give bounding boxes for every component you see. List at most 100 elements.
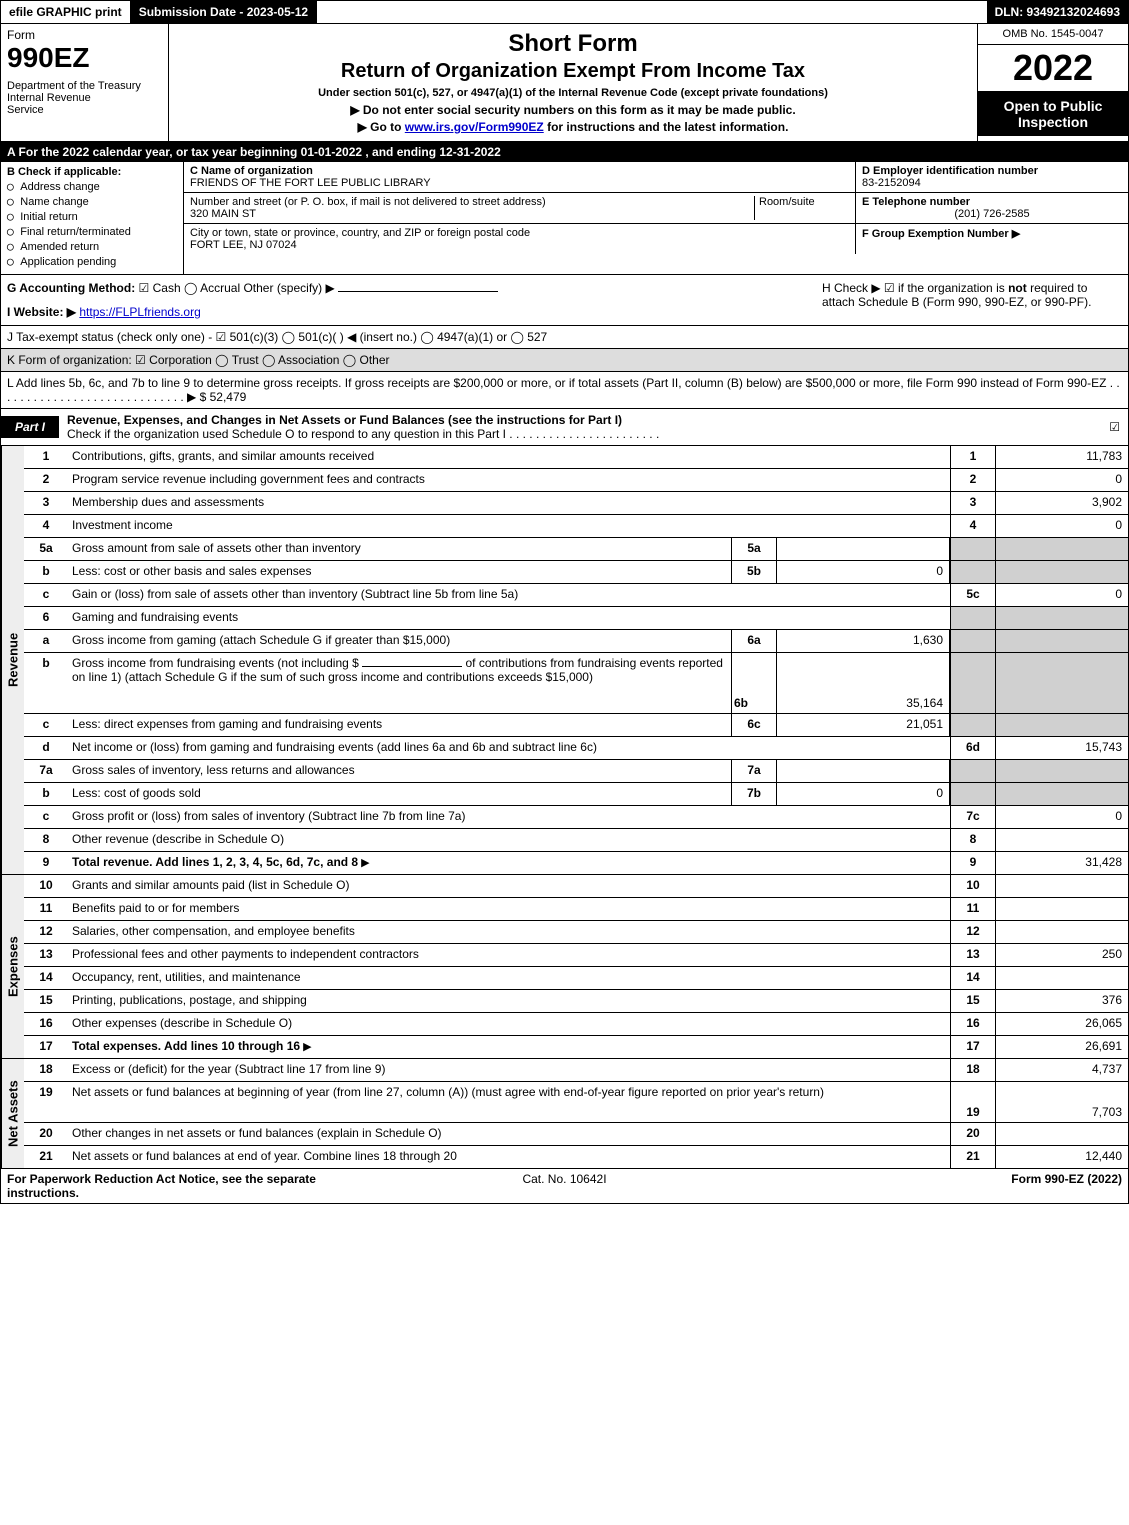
revenue-section: Revenue 1Contributions, gifts, grants, a… <box>0 446 1129 875</box>
ein-value: 83-2152094 <box>862 177 1122 189</box>
chk-pending[interactable]: ◯ Application pending <box>7 255 177 268</box>
row-g-h: G Accounting Method: ☑ Cash ◯ Accrual Ot… <box>0 275 1129 326</box>
form-number: 990EZ <box>7 42 162 74</box>
row-l-gross-receipts: L Add lines 5b, 6c, and 7b to line 9 to … <box>0 372 1129 409</box>
telephone-value: (201) 726-2585 <box>862 208 1122 220</box>
row-h-schedule-b: H Check ▶ ☑ if the organization is not r… <box>812 281 1122 319</box>
line-6b: bGross income from fundraising events (n… <box>24 653 1128 714</box>
part-1-header: Part I Revenue, Expenses, and Changes in… <box>0 409 1129 446</box>
line-18: 18Excess or (deficit) for the year (Subt… <box>24 1059 1128 1082</box>
chk-initial-return[interactable]: ◯ Initial return <box>7 210 177 223</box>
chk-address-change[interactable]: ◯ Address change <box>7 180 177 193</box>
street-value: 320 MAIN ST <box>190 208 754 220</box>
city-cell: City or town, state or province, country… <box>184 224 856 254</box>
room-label: Room/suite <box>754 196 849 220</box>
line-16: 16Other expenses (describe in Schedule O… <box>24 1013 1128 1036</box>
form-header: Form 990EZ Department of the Treasury In… <box>0 24 1129 142</box>
row-k-form-org: K Form of organization: ☑ Corporation ◯ … <box>0 349 1129 372</box>
row-a-tax-year: A For the 2022 calendar year, or tax yea… <box>0 142 1129 162</box>
expenses-side-label: Expenses <box>1 875 24 1058</box>
irs-link[interactable]: www.irs.gov/Form990EZ <box>405 120 544 134</box>
line-5a: 5aGross amount from sale of assets other… <box>24 538 1128 561</box>
column-b: B Check if applicable: ◯ Address change … <box>1 162 184 274</box>
department-label: Department of the Treasury Internal Reve… <box>7 80 162 116</box>
line-6c: cLess: direct expenses from gaming and f… <box>24 714 1128 737</box>
instr2-post: for instructions and the latest informat… <box>547 120 788 134</box>
columns-c-to-f: C Name of organization FRIENDS OF THE FO… <box>184 162 1128 274</box>
street-label: Number and street (or P. O. box, if mail… <box>190 196 754 208</box>
h-pre: H Check ▶ ☑ if the organization is <box>822 281 1008 295</box>
line-11: 11Benefits paid to or for members11 <box>24 898 1128 921</box>
page-footer: For Paperwork Reduction Act Notice, see … <box>0 1169 1129 1204</box>
g-cash[interactable]: ☑ Cash <box>139 281 181 295</box>
org-name-value: FRIENDS OF THE FORT LEE PUBLIC LIBRARY <box>190 177 849 189</box>
ein-label: D Employer identification number <box>862 165 1122 177</box>
section-b-to-f: B Check if applicable: ◯ Address change … <box>0 162 1129 275</box>
line-9: 9Total revenue. Add lines 1, 2, 3, 4, 5c… <box>24 852 1128 874</box>
group-exemption-label: F Group Exemption Number ▶ <box>862 227 1122 240</box>
line-17: 17Total expenses. Add lines 10 through 1… <box>24 1036 1128 1058</box>
city-value: FORT LEE, NJ 07024 <box>190 239 849 251</box>
form-label: Form <box>7 28 162 42</box>
open-public-badge: Open to Public Inspection <box>978 92 1128 136</box>
part-1-subtitle: Check if the organization used Schedule … <box>67 427 659 441</box>
website-link[interactable]: https://FLPLfriends.org <box>79 305 200 319</box>
street-cell: Number and street (or P. O. box, if mail… <box>184 193 856 223</box>
line-20: 20Other changes in net assets or fund ba… <box>24 1123 1128 1146</box>
chk-amended[interactable]: ◯ Amended return <box>7 240 177 253</box>
instruction-1: ▶ Do not enter social security numbers o… <box>175 103 971 117</box>
line-6d: dNet income or (loss) from gaming and fu… <box>24 737 1128 760</box>
line-2: 2Program service revenue including gover… <box>24 469 1128 492</box>
chk-name-change[interactable]: ◯ Name change <box>7 195 177 208</box>
footer-left: For Paperwork Reduction Act Notice, see … <box>7 1172 379 1200</box>
top-bar: efile GRAPHIC print Submission Date - 20… <box>0 0 1129 24</box>
g-label: G Accounting Method: <box>7 281 135 295</box>
net-assets-section: Net Assets 18Excess or (deficit) for the… <box>0 1059 1129 1169</box>
topbar-spacer <box>317 1 986 23</box>
line-21: 21Net assets or fund balances at end of … <box>24 1146 1128 1168</box>
part-1-tag: Part I <box>1 416 59 438</box>
line-19: 19Net assets or fund balances at beginni… <box>24 1082 1128 1123</box>
submission-date: Submission Date - 2023-05-12 <box>131 1 317 23</box>
row-j-tax-exempt: J Tax-exempt status (check only one) - ☑… <box>0 326 1129 349</box>
title-return: Return of Organization Exempt From Incom… <box>175 60 971 83</box>
group-exemption-cell: F Group Exemption Number ▶ <box>856 224 1128 254</box>
footer-mid: Cat. No. 10642I <box>379 1172 751 1200</box>
part-1-title: Revenue, Expenses, and Changes in Net As… <box>59 409 1101 445</box>
instr2-pre: ▶ Go to <box>358 120 405 134</box>
g-other-blank[interactable] <box>338 291 498 292</box>
line-3: 3Membership dues and assessments33,902 <box>24 492 1128 515</box>
g-other[interactable]: Other (specify) ▶ <box>243 281 334 295</box>
line-12: 12Salaries, other compensation, and empl… <box>24 921 1128 944</box>
line-15: 15Printing, publications, postage, and s… <box>24 990 1128 1013</box>
dln-label: DLN: 93492132024693 <box>987 1 1128 23</box>
line-13: 13Professional fees and other payments t… <box>24 944 1128 967</box>
org-name-cell: C Name of organization FRIENDS OF THE FO… <box>184 162 856 192</box>
tax-year: 2022 <box>978 45 1128 92</box>
h-not: not <box>1008 281 1027 295</box>
expenses-section: Expenses 10Grants and similar amounts pa… <box>0 875 1129 1059</box>
telephone-cell: E Telephone number (201) 726-2585 <box>856 193 1128 223</box>
part-1-check[interactable]: ☑ <box>1101 416 1128 438</box>
net-assets-side-label: Net Assets <box>1 1059 24 1168</box>
subheading: Under section 501(c), 527, or 4947(a)(1)… <box>175 87 971 99</box>
header-right: OMB No. 1545-0047 2022 Open to Public In… <box>977 24 1128 141</box>
website-label: I Website: ▶ <box>7 305 76 319</box>
efile-label[interactable]: efile GRAPHIC print <box>1 1 131 23</box>
g-accrual[interactable]: ◯ Accrual <box>184 281 240 295</box>
city-label: City or town, state or province, country… <box>190 227 849 239</box>
org-name-label: C Name of organization <box>190 165 849 177</box>
line-7c: cGross profit or (loss) from sales of in… <box>24 806 1128 829</box>
header-center: Short Form Return of Organization Exempt… <box>169 24 977 141</box>
line-1: 1Contributions, gifts, grants, and simil… <box>24 446 1128 469</box>
row-i-website: I Website: ▶ https://FLPLfriends.org <box>7 305 812 319</box>
row-l-amount: 52,479 <box>210 390 247 404</box>
col-b-title: B Check if applicable: <box>7 166 177 178</box>
chk-final-return[interactable]: ◯ Final return/terminated <box>7 225 177 238</box>
telephone-label: E Telephone number <box>862 196 1122 208</box>
row-l-text: L Add lines 5b, 6c, and 7b to line 9 to … <box>7 376 1120 404</box>
omb-number: OMB No. 1545-0047 <box>978 24 1128 45</box>
accounting-method: G Accounting Method: ☑ Cash ◯ Accrual Ot… <box>7 281 812 319</box>
line-8: 8Other revenue (describe in Schedule O)8 <box>24 829 1128 852</box>
line-4: 4Investment income40 <box>24 515 1128 538</box>
